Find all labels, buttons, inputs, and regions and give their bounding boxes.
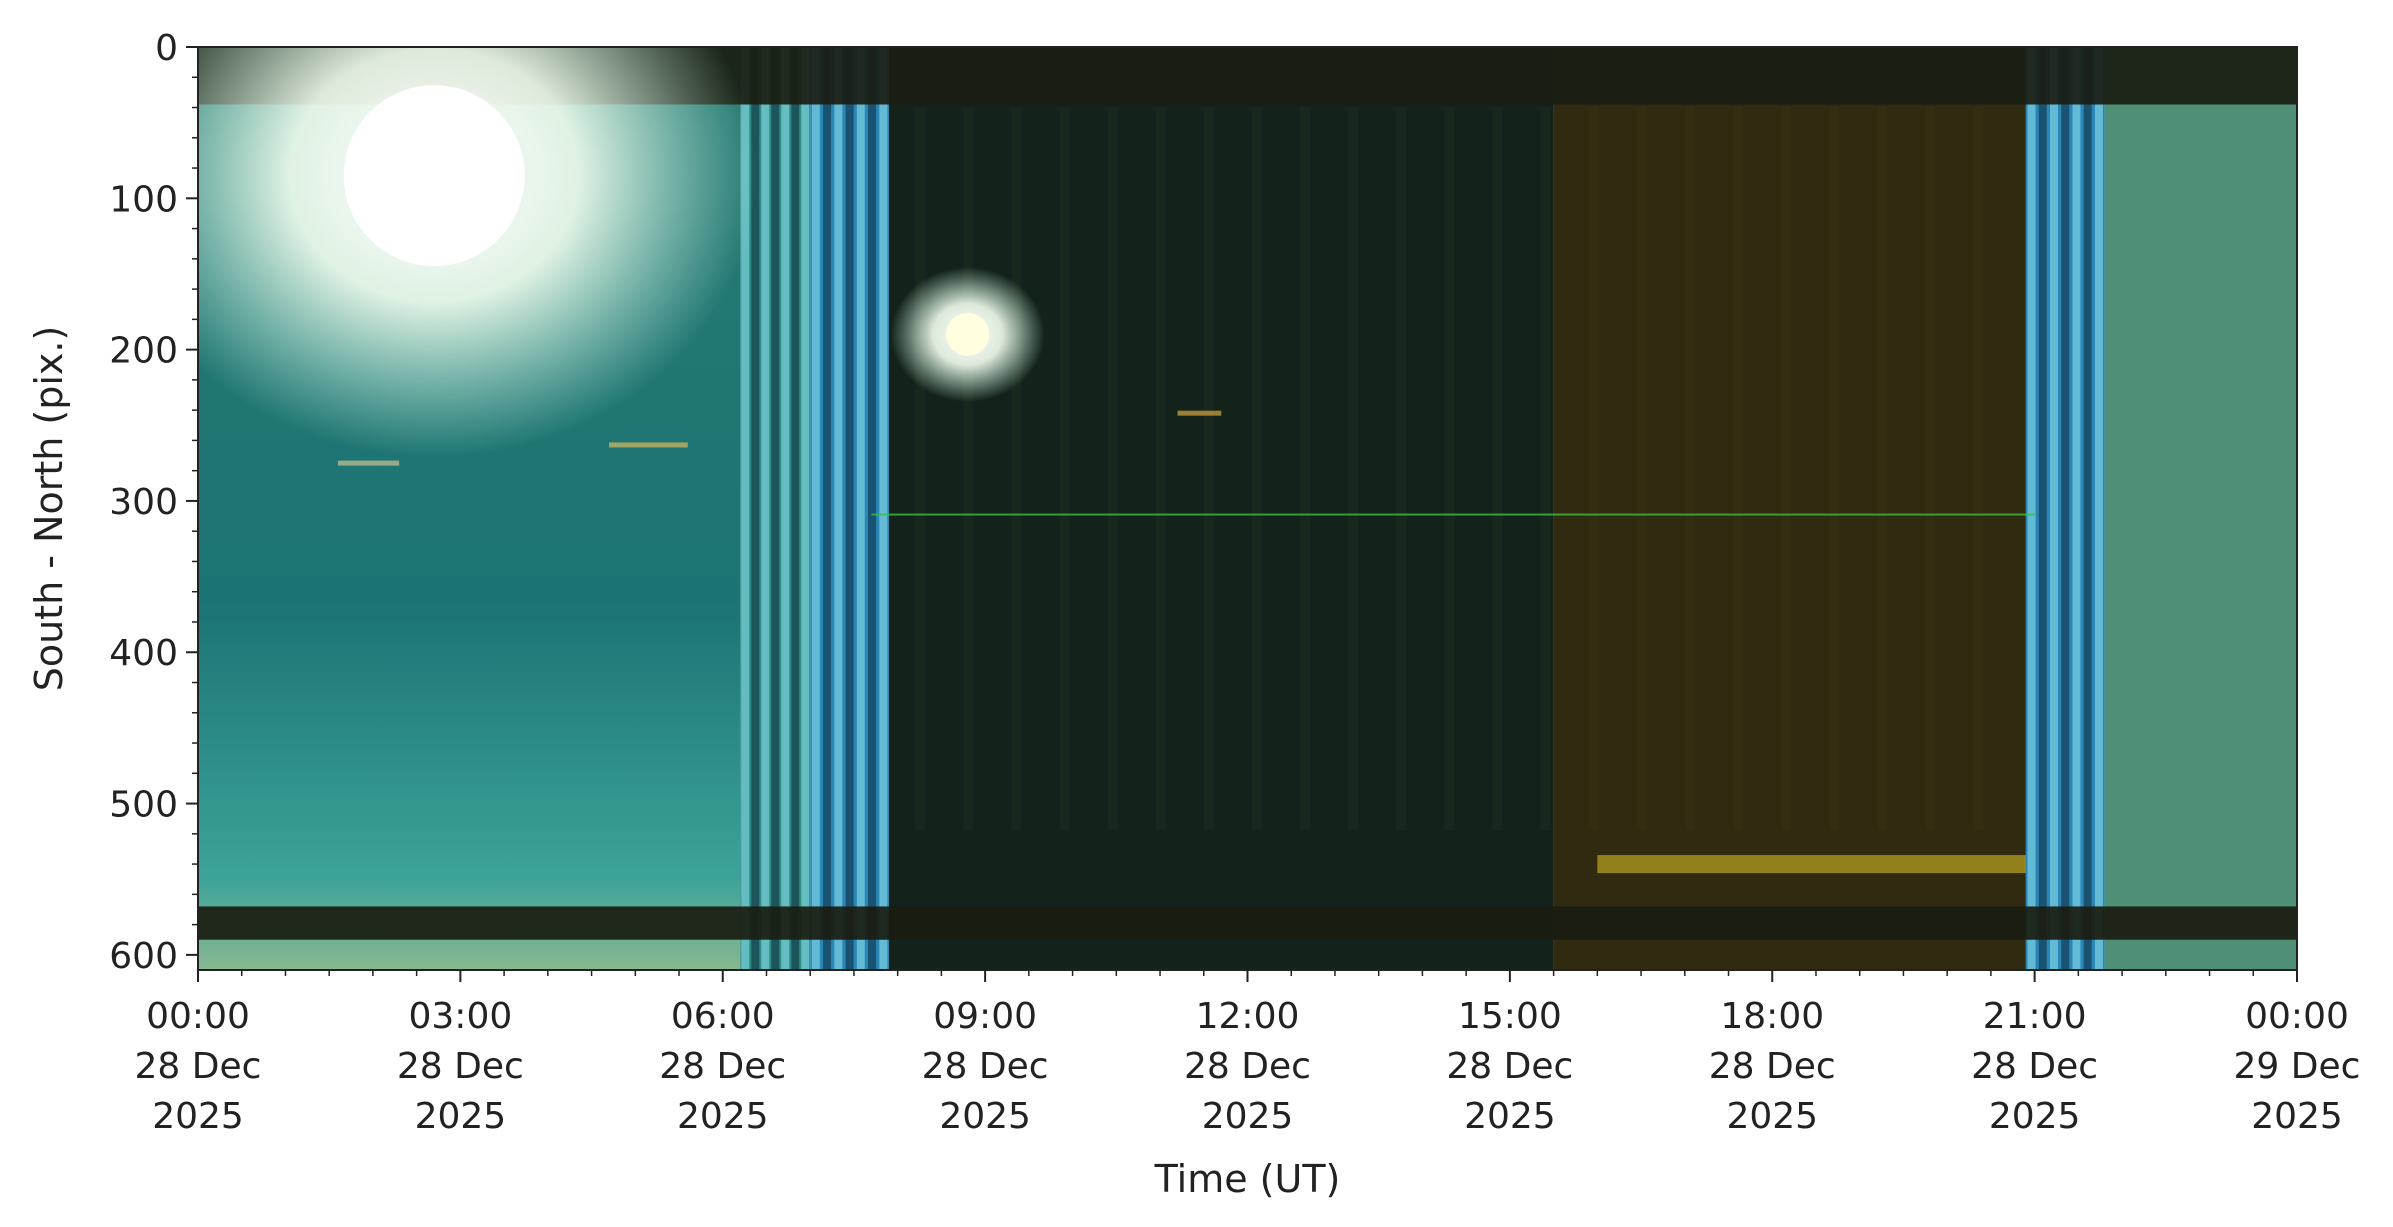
twilight-stripe [856, 47, 865, 970]
twilight-stripe [811, 47, 820, 970]
twilight-stripe [2083, 47, 2092, 970]
x-tick-label: 03:00 28 Dec 2025 [397, 996, 524, 1137]
bright-source [343, 85, 525, 267]
twilight-stripe [868, 47, 877, 970]
twilight-stripe [2049, 47, 2058, 970]
x-tick-label: 09:00 28 Dec 2025 [922, 996, 1049, 1137]
night-streak [963, 107, 974, 830]
twilight-stripe [781, 47, 790, 970]
y-axis: 0 100 200 300 400 500 600 [109, 28, 198, 977]
horizontal-band [198, 906, 2297, 940]
night-streak [1636, 107, 1647, 830]
y-tick-label: 100 [109, 179, 178, 220]
twilight-stripe [771, 47, 780, 970]
segment-daylight [2104, 47, 2297, 970]
streak [871, 513, 2035, 516]
night-streak [1780, 107, 1791, 830]
night-streak [1684, 107, 1695, 830]
night-streak [1203, 107, 1214, 830]
twilight-stripe [801, 47, 810, 970]
segment-night [888, 47, 1554, 970]
twilight-stripe [761, 47, 770, 970]
y-tick-label: 0 [155, 28, 178, 69]
segment-night-lit [1553, 47, 2026, 970]
x-tick-label: 12:00 28 Dec 2025 [1184, 996, 1311, 1137]
y-tick-label: 500 [109, 785, 178, 826]
twilight-stripe [791, 47, 800, 970]
night-streak [915, 107, 926, 830]
night-streak [1829, 107, 1840, 830]
x-tick-label: 00:00 28 Dec 2025 [135, 996, 262, 1137]
y-tick-label: 600 [109, 936, 178, 977]
night-streak [1011, 107, 1022, 830]
x-axis: 00:00 28 Dec 2025 03:00 28 Dec 2025 06:00 28 De… [135, 970, 2361, 1137]
streak [337, 460, 400, 466]
night-streak [1444, 107, 1455, 830]
night-streak [1732, 107, 1743, 830]
night-streak [1155, 107, 1166, 830]
twilight-stripe [741, 47, 750, 970]
night-streak [1251, 107, 1262, 830]
y-tick-label: 400 [109, 633, 178, 674]
x-tick-label: 15:00 28 Dec 2025 [1446, 996, 1573, 1137]
night-streak [1107, 107, 1118, 830]
night-streak [1059, 107, 1070, 830]
x-tick-label: 00:00 29 Dec 2025 [2234, 996, 2361, 1137]
night-streak [1925, 107, 1936, 830]
night-streak [1540, 107, 1551, 830]
streak [609, 442, 688, 448]
streak [1177, 410, 1222, 416]
night-streak [1348, 107, 1359, 830]
twilight-stripe [834, 47, 843, 970]
x-axis-label: Time (UT) [1154, 1157, 1341, 1201]
twilight-stripe [2094, 47, 2103, 970]
night-streak [1492, 107, 1503, 830]
twilight-stripe [2027, 47, 2036, 970]
streak [1597, 855, 2026, 874]
night-streak [1877, 107, 1888, 830]
keogram-image [198, 47, 2297, 970]
x-tick-label: 18:00 28 Dec 2025 [1709, 996, 1836, 1137]
night-streak [1396, 107, 1407, 830]
twilight-stripe [823, 47, 832, 970]
bright-source [945, 312, 990, 357]
twilight-stripe [2072, 47, 2081, 970]
night-streak [1588, 107, 1599, 830]
night-streak [1973, 107, 1984, 830]
x-tick-label: 21:00 28 Dec 2025 [1971, 996, 2098, 1137]
twilight-stripe [2038, 47, 2047, 970]
twilight-stripe [845, 47, 854, 970]
twilight-stripe [2061, 47, 2070, 970]
twilight-stripe [879, 47, 888, 970]
twilight-stripe [751, 47, 760, 970]
night-streak [1299, 107, 1310, 830]
y-tick-label: 200 [109, 331, 178, 372]
y-axis-label: South - North (pix.) [27, 326, 71, 692]
x-tick-label: 06:00 28 Dec 2025 [659, 996, 786, 1137]
y-tick-label: 300 [109, 482, 178, 523]
